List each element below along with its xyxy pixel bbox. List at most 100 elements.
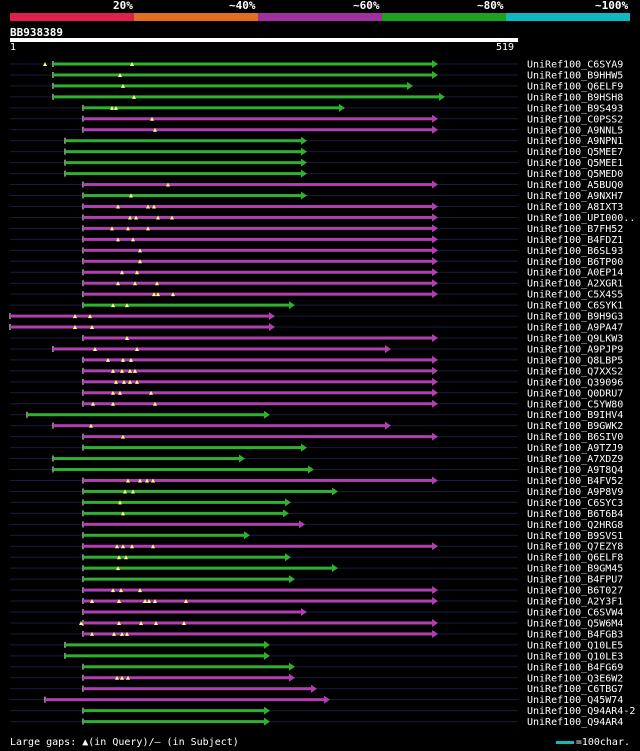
hit-label[interactable]: UniRef100_B9S493 bbox=[527, 103, 623, 114]
hit-label[interactable]: UniRef100_Q94AR4 bbox=[527, 717, 623, 728]
hit-label[interactable]: UniRef100_C6SVW4 bbox=[527, 608, 623, 619]
hit-label[interactable]: UniRef100_A9PA47 bbox=[527, 323, 623, 334]
hit-label[interactable]: UniRef100_C6TBG7 bbox=[527, 684, 623, 695]
hit-label[interactable]: UniRef100_Q5W6M4 bbox=[527, 618, 623, 629]
hit-label[interactable]: UniRef100_B9HSH8 bbox=[527, 92, 623, 103]
hit-label[interactable]: UniRef100_A9NXH7 bbox=[527, 191, 623, 202]
hit-alignment-bar bbox=[65, 172, 302, 176]
query-gap-marker bbox=[122, 379, 126, 384]
hit-label[interactable]: UniRef100_A0EP14 bbox=[527, 268, 623, 279]
hit-end-arrow bbox=[264, 706, 270, 715]
hit-label[interactable]: UniRef100_C6SYA9 bbox=[527, 60, 623, 71]
hit-label[interactable]: UniRef100_B4FGB3 bbox=[527, 629, 623, 640]
hit-alignment-bar bbox=[45, 698, 325, 702]
query-gap-marker bbox=[89, 423, 93, 428]
hit-label[interactable]: UniRef100_B4FDZ1 bbox=[527, 235, 623, 246]
hit-label[interactable]: UniRef100_A7XDZ9 bbox=[527, 454, 623, 465]
hit-label[interactable]: UniRef100_Q6ELF8 bbox=[527, 553, 623, 564]
hit-alignment-bar bbox=[83, 183, 433, 187]
hit-label[interactable]: UniRef100_B6SL93 bbox=[527, 246, 623, 257]
hit-label[interactable]: UniRef100_C6SYK1 bbox=[527, 301, 623, 312]
query-start-tick: 1 bbox=[10, 42, 17, 53]
hit-label[interactable]: UniRef100_Q10LE5 bbox=[527, 640, 623, 651]
hit-label[interactable]: UniRef100_B6TP00 bbox=[527, 257, 623, 268]
hit-end-arrow bbox=[432, 180, 438, 189]
query-gap-marker bbox=[139, 620, 143, 625]
hit-end-arrow bbox=[264, 410, 270, 419]
hit-label[interactable]: UniRef100_A8IXT3 bbox=[527, 202, 623, 213]
hit-label[interactable]: UniRef100_Q7XXS2 bbox=[527, 366, 623, 377]
hit-label[interactable]: UniRef100_B4FPU7 bbox=[527, 575, 623, 586]
hit-label[interactable]: UniRef100_B7FH52 bbox=[527, 224, 623, 235]
hit-label[interactable]: UniRef100_C5YW80 bbox=[527, 399, 623, 410]
hit-label[interactable]: UniRef100_A5BUQ0 bbox=[527, 180, 623, 191]
hit-end-arrow bbox=[432, 377, 438, 386]
hit-alignment-bar bbox=[83, 555, 286, 559]
hit-label[interactable]: UniRef100_B9GWK2 bbox=[527, 421, 623, 432]
hit-end-arrow bbox=[432, 257, 438, 266]
query-gap-marker bbox=[155, 281, 159, 286]
hit-label[interactable]: UniRef100_A9NNL5 bbox=[527, 125, 623, 136]
query-gap-marker bbox=[147, 599, 151, 604]
hit-alignment-bar bbox=[83, 632, 433, 636]
hit-end-arrow bbox=[432, 290, 438, 299]
hit-end-arrow bbox=[264, 717, 270, 726]
hit-label[interactable]: UniRef100_A9NPN1 bbox=[527, 136, 623, 147]
hit-label[interactable]: UniRef100_B4FG69 bbox=[527, 662, 623, 673]
hit-label[interactable]: UniRef100_B6T6B4 bbox=[527, 509, 623, 520]
hit-label[interactable]: UniRef100_Q3E6W2 bbox=[527, 673, 623, 684]
query-gap-marker bbox=[133, 281, 137, 286]
hit-end-arrow bbox=[299, 520, 305, 529]
hit-label[interactable]: UniRef100_A9PJP9 bbox=[527, 344, 623, 355]
hit-end-arrow bbox=[407, 81, 413, 90]
hit-label[interactable]: UniRef100_Q39096 bbox=[527, 377, 623, 388]
hit-label[interactable]: UniRef100_C6SYC3 bbox=[527, 498, 623, 509]
hit-label[interactable]: UniRef100_UPI000.. bbox=[527, 213, 635, 224]
query-gap-marker bbox=[150, 116, 154, 121]
hit-alignment-bar bbox=[83, 270, 433, 274]
hit-label[interactable]: UniRef100_B9IHV4 bbox=[527, 410, 623, 421]
hit-label[interactable]: UniRef100_C0PSS2 bbox=[527, 114, 623, 125]
query-gap-marker bbox=[112, 631, 116, 636]
hit-label[interactable]: UniRef100_B9HHW5 bbox=[527, 70, 623, 81]
hit-label[interactable]: UniRef100_A2Y3F1 bbox=[527, 597, 623, 608]
hit-label[interactable]: UniRef100_B9SVS1 bbox=[527, 531, 623, 542]
hit-label[interactable]: UniRef100_Q7EZY8 bbox=[527, 542, 623, 553]
query-gap-marker bbox=[124, 555, 128, 560]
hit-alignment-bar bbox=[83, 237, 433, 241]
query-gap-marker bbox=[111, 588, 115, 593]
hit-end-arrow bbox=[269, 323, 275, 332]
query-gap-marker bbox=[90, 599, 94, 604]
hit-label[interactable]: UniRef100_Q5MEE7 bbox=[527, 147, 623, 158]
hit-label[interactable]: UniRef100_B9H9G3 bbox=[527, 312, 623, 323]
hit-alignment-bar bbox=[53, 468, 309, 472]
legend-segment-60 bbox=[258, 13, 382, 21]
hit-label[interactable]: UniRef100_A9P8V9 bbox=[527, 487, 623, 498]
query-gap-marker bbox=[166, 182, 170, 187]
hit-label[interactable]: UniRef100_B6SIV0 bbox=[527, 432, 623, 443]
query-gap-marker bbox=[119, 588, 123, 593]
hit-label[interactable]: UniRef100_Q9LKW3 bbox=[527, 334, 623, 345]
hit-label[interactable]: UniRef100_A9TZJ9 bbox=[527, 443, 623, 454]
hit-label[interactable]: UniRef100_C5X4S5 bbox=[527, 290, 623, 301]
query-gap-marker bbox=[156, 292, 160, 297]
hit-label[interactable]: UniRef100_B4FV52 bbox=[527, 476, 623, 487]
query-gap-marker bbox=[182, 620, 186, 625]
hit-label[interactable]: UniRef100_Q10LE3 bbox=[527, 651, 623, 662]
hit-label[interactable]: UniRef100_A9T8Q4 bbox=[527, 465, 623, 476]
hit-label[interactable]: UniRef100_Q5MEE1 bbox=[527, 158, 623, 169]
hit-label[interactable]: UniRef100_A2XGR1 bbox=[527, 279, 623, 290]
hit-label[interactable]: UniRef100_B6T027 bbox=[527, 586, 623, 597]
hit-alignment-bar bbox=[83, 402, 433, 406]
hit-label[interactable]: UniRef100_Q5MED0 bbox=[527, 169, 623, 180]
hit-label[interactable]: UniRef100_B9GM45 bbox=[527, 564, 623, 575]
hit-label[interactable]: UniRef100_Q0DRU7 bbox=[527, 388, 623, 399]
query-gap-marker bbox=[73, 314, 77, 319]
hit-label[interactable]: UniRef100_Q2HRG8 bbox=[527, 520, 623, 531]
hit-label[interactable]: UniRef100_Q8LBP5 bbox=[527, 355, 623, 366]
legend-label-100: ~100% bbox=[595, 0, 629, 12]
hit-alignment-bar bbox=[53, 84, 408, 88]
hit-label[interactable]: UniRef100_Q45W74 bbox=[527, 695, 623, 706]
hit-label[interactable]: UniRef100_Q6ELF9 bbox=[527, 81, 623, 92]
hit-label[interactable]: UniRef100_Q94AR4-2 bbox=[527, 706, 635, 717]
